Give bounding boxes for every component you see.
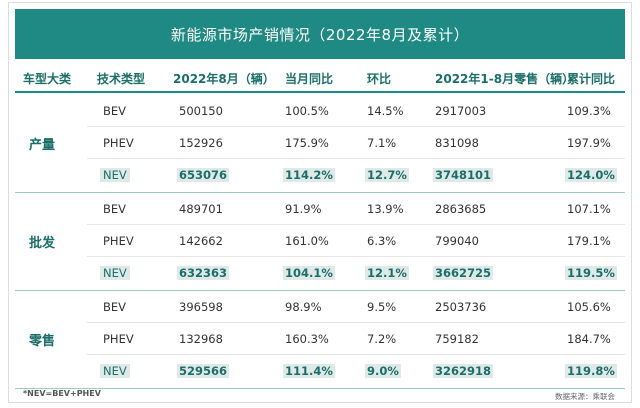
- cell-ytd: 3262918: [433, 364, 494, 378]
- cell-ytd: 759182: [435, 332, 479, 346]
- group-retail: 零售 BEV 396598 98.9% 9.5% 2503736 105.6% …: [15, 291, 625, 389]
- table-frame: 新能源市场产销情况（2022年8月及累计） 车型大类 技术类型 2022年8月（…: [8, 2, 632, 403]
- cell-mom: 7.1%: [367, 136, 397, 150]
- header-ytd-retail: 2022年1-8月零售（辆）: [435, 72, 575, 86]
- cell-mom: 7.2%: [367, 332, 397, 346]
- cell-yoy: 160.3%: [285, 332, 329, 346]
- data-source: 数据来源：乘联会: [555, 392, 615, 401]
- table-row: BEV 489701 91.9% 13.9% 2863685 107.1%: [87, 193, 625, 225]
- header-yoy: 当月同比: [285, 72, 334, 86]
- cell-aug: 653076: [177, 168, 230, 182]
- header-tech-type: 技术类型: [97, 72, 146, 86]
- table-row: BEV 500150 100.5% 14.5% 2917003 109.3%: [87, 95, 625, 127]
- cell-mom: 13.9%: [367, 202, 404, 216]
- cell-mom: 9.0%: [365, 364, 401, 378]
- cell-yoy: 104.1%: [283, 266, 335, 280]
- header-ytd-yoy: 累计同比: [567, 72, 616, 86]
- table-header: 车型大类 技术类型 2022年8月（辆） 当月同比 环比 2022年1-8月零售…: [15, 63, 625, 93]
- cell-ytd-yoy: 124.0%: [565, 168, 617, 182]
- cell-mom: 6.3%: [367, 234, 397, 248]
- cell-ytd: 2917003: [435, 104, 487, 118]
- cell-tech: NEV: [100, 364, 130, 378]
- table-row: PHEV 132968 160.3% 7.2% 759182 184.7%: [87, 323, 625, 355]
- cell-aug: 529566: [177, 364, 230, 378]
- cell-aug: 396598: [179, 300, 223, 314]
- cell-tech: PHEV: [103, 332, 134, 346]
- cell-ytd-yoy: 107.1%: [567, 202, 611, 216]
- table-row: PHEV 152926 175.9% 7.1% 831098 197.9%: [87, 127, 625, 159]
- cell-mom: 12.1%: [365, 266, 409, 280]
- cell-mom: 9.5%: [367, 300, 397, 314]
- cell-ytd: 3662725: [433, 266, 494, 280]
- cell-ytd-yoy: 119.5%: [565, 266, 617, 280]
- cell-tech: PHEV: [103, 136, 134, 150]
- table-row: PHEV 142662 161.0% 6.3% 799040 179.1%: [87, 225, 625, 257]
- cell-yoy: 91.9%: [285, 202, 322, 216]
- header-mom: 环比: [367, 72, 392, 86]
- cell-aug: 500150: [179, 104, 223, 118]
- cell-tech: PHEV: [103, 234, 134, 248]
- cell-aug: 632363: [177, 266, 230, 280]
- footnote: *NEV=BEV+PHEV: [23, 389, 101, 398]
- cell-aug: 152926: [179, 136, 223, 150]
- cell-ytd-yoy: 197.9%: [567, 136, 611, 150]
- cell-ytd: 3748101: [433, 168, 494, 182]
- cell-aug: 489701: [179, 202, 223, 216]
- cell-ytd-yoy: 105.6%: [567, 300, 611, 314]
- cell-tech: NEV: [100, 168, 130, 182]
- cell-yoy: 111.4%: [283, 364, 335, 378]
- cell-ytd-yoy: 184.7%: [567, 332, 611, 346]
- cell-ytd: 2503736: [435, 300, 487, 314]
- table-row-nev: NEV 653076 114.2% 12.7% 3748101 124.0%: [87, 159, 625, 191]
- group-label: 批发: [29, 235, 56, 251]
- cell-tech: NEV: [100, 266, 130, 280]
- cell-tech: BEV: [103, 202, 127, 216]
- group-production: 产量 BEV 500150 100.5% 14.5% 2917003 109.3…: [15, 95, 625, 193]
- cell-mom: 14.5%: [367, 104, 404, 118]
- cell-ytd: 799040: [435, 234, 479, 248]
- cell-aug: 142662: [179, 234, 223, 248]
- group-label: 零售: [29, 333, 56, 349]
- cell-yoy: 175.9%: [285, 136, 329, 150]
- cell-tech: BEV: [103, 300, 127, 314]
- cell-yoy: 161.0%: [285, 234, 329, 248]
- cell-yoy: 100.5%: [285, 104, 329, 118]
- cell-yoy: 98.9%: [285, 300, 322, 314]
- header-category: 车型大类: [23, 72, 72, 86]
- table-row-nev: NEV 529566 111.4% 9.0% 3262918 119.8%: [87, 355, 625, 387]
- cell-ytd-yoy: 109.3%: [567, 104, 611, 118]
- header-aug-volume: 2022年8月（辆）: [173, 72, 275, 86]
- cell-tech: BEV: [103, 104, 127, 118]
- table-row-nev: NEV 632363 104.1% 12.1% 3662725 119.5%: [87, 257, 625, 289]
- cell-ytd-yoy: 119.8%: [565, 364, 617, 378]
- cell-ytd: 831098: [435, 136, 479, 150]
- cell-mom: 12.7%: [365, 168, 409, 182]
- group-wholesale: 批发 BEV 489701 91.9% 13.9% 2863685 107.1%…: [15, 193, 625, 291]
- cell-ytd-yoy: 179.1%: [567, 234, 611, 248]
- table-row: BEV 396598 98.9% 9.5% 2503736 105.6%: [87, 291, 625, 323]
- group-label: 产量: [29, 137, 56, 153]
- table-title: 新能源市场产销情况（2022年8月及累计）: [15, 9, 625, 59]
- cell-yoy: 114.2%: [283, 168, 335, 182]
- cell-aug: 132968: [179, 332, 223, 346]
- cell-ytd: 2863685: [435, 202, 487, 216]
